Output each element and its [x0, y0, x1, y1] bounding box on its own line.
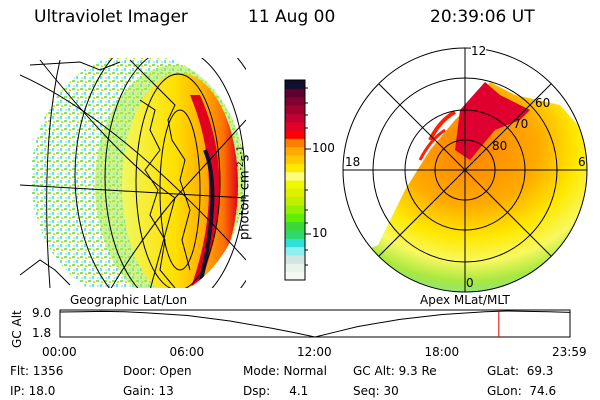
- colorbar-swatch: [285, 263, 305, 273]
- colorbar-tick-100: 100: [312, 141, 335, 155]
- colorbar-swatch: [285, 113, 305, 123]
- colorbar-swatch: [285, 105, 305, 114]
- mlt-label-6: 6: [578, 155, 586, 169]
- info-field: Flt: 1356: [10, 364, 64, 378]
- colorbar-swatch: [285, 88, 305, 98]
- colorbar-tick-10: 10: [312, 226, 328, 240]
- colorbar-swatch: [285, 221, 305, 231]
- lat-label-80: 80: [492, 139, 508, 153]
- altitude-curve: [59, 310, 571, 338]
- lat-label-60: 60: [535, 96, 551, 110]
- date-label: 11 Aug 00: [248, 7, 336, 27]
- colorbar-swatch: [285, 163, 305, 173]
- colorbar-swatch: [285, 180, 305, 189]
- colorbar-frame: [284, 79, 306, 281]
- mlt-label-18: 18: [345, 155, 361, 169]
- colorbar-swatch: [285, 271, 305, 281]
- altitude-ytick-max: 9.0: [32, 306, 52, 320]
- colorbar-swatch: [285, 205, 305, 214]
- geo-grid: [20, 58, 246, 288]
- time-tick-label: 23:59: [552, 345, 587, 359]
- colorbar-swatch: [285, 138, 305, 148]
- colorbar-swatch: [285, 196, 305, 206]
- info-field: Seq: 30: [353, 384, 399, 398]
- info-field: IP: 18.0: [10, 384, 56, 398]
- colorbar-swatch: [285, 230, 305, 239]
- info-field: Door: Open: [123, 364, 192, 378]
- polar-panel-label: Apex MLat/MLT: [420, 293, 510, 307]
- colorbar-swatch: [285, 96, 305, 106]
- time-label: 20:39:06 UT: [430, 7, 535, 27]
- info-field: Dsp: 4.1: [243, 384, 309, 398]
- instrument-title: Ultraviolet Imager: [34, 7, 188, 27]
- colorbar-swatch: [285, 238, 305, 248]
- lat-label-70: 70: [513, 117, 529, 131]
- geo-panel-label: Geographic Lat/Lon: [70, 293, 188, 307]
- colorbar-swatch: [285, 188, 305, 198]
- colorbar-swatch: [285, 130, 305, 139]
- polar-grid: [342, 47, 588, 293]
- info-field: Gain: 13: [123, 384, 174, 398]
- colorbar-swatch: [285, 246, 305, 256]
- colorbar-swatch: [285, 171, 305, 181]
- colorbar-swatch: [285, 80, 305, 89]
- info-field: GLat: 69.3: [487, 364, 554, 378]
- colorbar-swatch: [285, 146, 305, 156]
- colorbar-swatch: [285, 213, 305, 223]
- time-tick-label: 18:00: [424, 345, 460, 359]
- time-tick-label: 00:00: [42, 345, 77, 359]
- colorbar-swatch: [285, 155, 305, 164]
- mlt-label-12: 12: [471, 44, 487, 58]
- colorbar-swatch: [285, 255, 305, 264]
- altitude-plot-frame: [59, 309, 571, 338]
- time-tick-label: 12:00: [297, 345, 332, 359]
- info-field: Mode: Normal: [243, 364, 327, 378]
- colorbar-swatch: [285, 121, 305, 131]
- time-tick-label: 06:00: [169, 345, 205, 359]
- info-field: GC Alt: 9.3 Re: [353, 364, 437, 378]
- altitude-ytick-min: 1.8: [32, 326, 52, 340]
- mlt-label-0: 0: [466, 276, 474, 290]
- info-field: GLon: 74.6: [487, 384, 557, 398]
